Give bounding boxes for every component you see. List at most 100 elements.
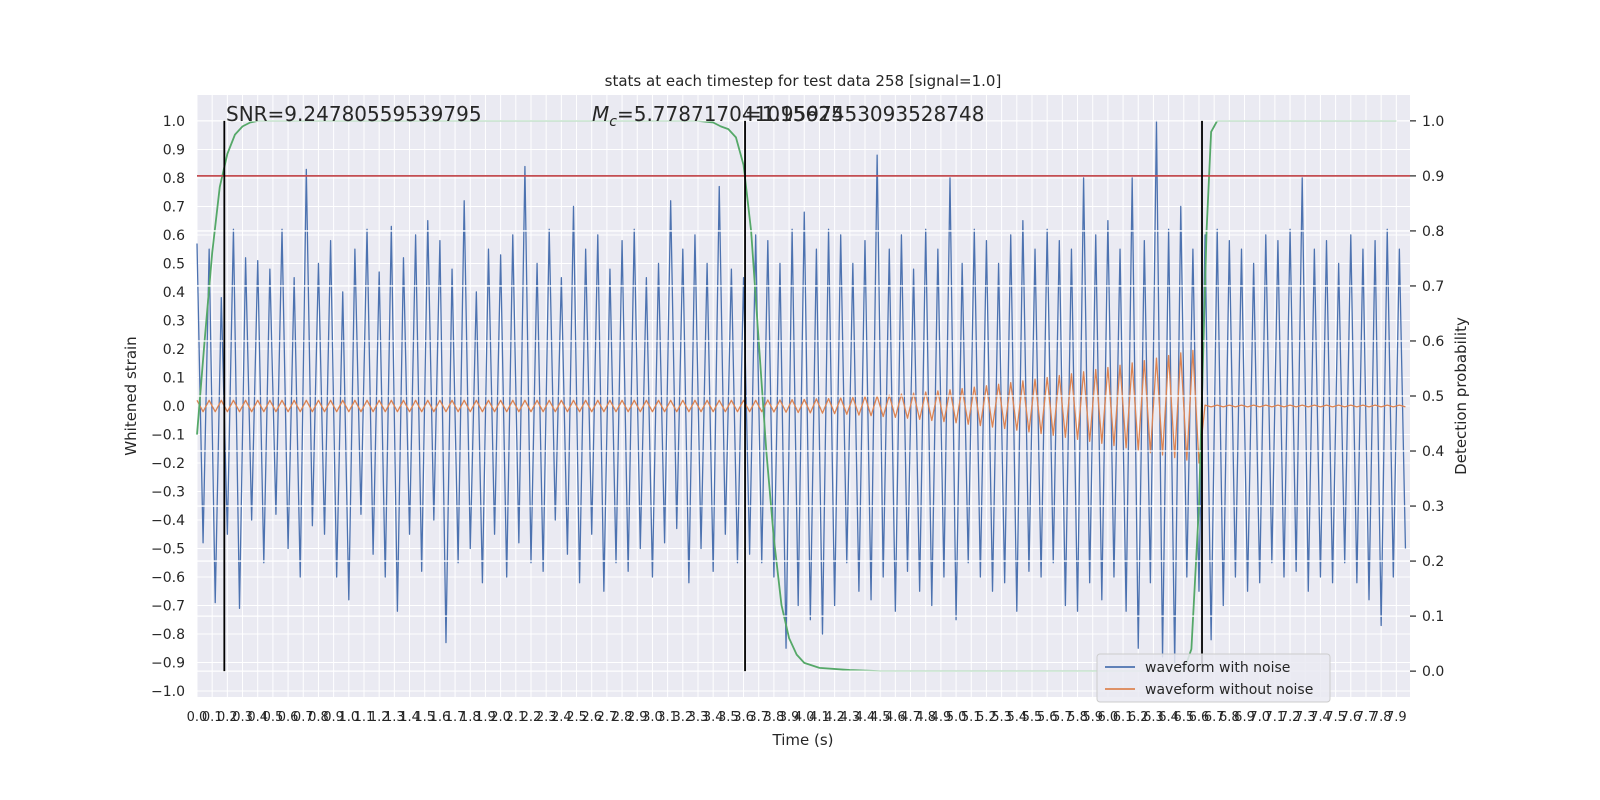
x-tick-label: 7.0: [1249, 710, 1270, 725]
y2-tick-label: 0.7: [1422, 279, 1444, 295]
x-tick-label: 5.0: [946, 710, 967, 725]
x-tick-label: 4.8: [915, 710, 936, 725]
y2-tick-label: 0.0: [1422, 664, 1444, 680]
x-tick-label: 5.6: [1037, 710, 1058, 725]
x-tick-label: 0.8: [308, 710, 329, 725]
x-tick-label: 7.5: [1325, 710, 1346, 725]
y-tick-label: 0.4: [163, 285, 185, 301]
x-tick-label: 5.3: [991, 710, 1012, 725]
x-tick-label: 1.3: [384, 710, 405, 725]
x-tick-label: 4.0: [794, 710, 815, 725]
y-tick-label: 1.0: [163, 114, 185, 130]
x-tick-label: 5.5: [1022, 710, 1043, 725]
x-tick-label: 1.7: [445, 710, 466, 725]
x-tick-label: 4.9: [931, 710, 952, 725]
x-tick-label: 7.4: [1310, 710, 1331, 725]
x-tick-label: 6.8: [1219, 710, 1240, 725]
x-tick-label: 6.7: [1204, 710, 1225, 725]
x-tick-label: 5.4: [1006, 710, 1027, 725]
y-tick-label: 0.3: [163, 313, 185, 329]
x-tick-label: 0.0: [187, 710, 208, 725]
x-tick-label: 6.4: [1158, 710, 1179, 725]
x-tick-label: 4.4: [855, 710, 876, 725]
x-tick-label: 4.3: [839, 710, 860, 725]
x-tick-label: 2.6: [581, 710, 602, 725]
mc-subscript: c: [609, 114, 617, 130]
x-tick-label: 5.9: [1082, 710, 1103, 725]
x-tick-label: 4.6: [885, 710, 906, 725]
x-tick-label: 2.2: [521, 710, 542, 725]
y-tick-label: −0.2: [151, 456, 185, 472]
x-tick-label: 5.2: [976, 710, 997, 725]
legend: waveform with noise waveform without nois…: [1096, 653, 1331, 703]
x-tick-label: 0.9: [323, 710, 344, 725]
y-tick-label: −1.0: [151, 684, 185, 700]
x-tick-label: 7.7: [1356, 710, 1377, 725]
legend-label: waveform with noise: [1145, 660, 1290, 676]
x-tick-label: 7.8: [1371, 710, 1392, 725]
x-tick-label: 2.5: [566, 710, 587, 725]
x-tick-label: 6.5: [1173, 710, 1194, 725]
x-tick-label: 2.8: [612, 710, 633, 725]
x-tick-label: 5.8: [1067, 710, 1088, 725]
x-axis-label: Time (s): [772, 731, 834, 749]
x-tick-label: 6.9: [1234, 710, 1255, 725]
y2-tick-label: 0.2: [1422, 554, 1444, 570]
y2-tick-label: 0.4: [1422, 444, 1444, 460]
y-tick-label: −0.6: [151, 570, 185, 586]
x-tick-label: 7.6: [1340, 710, 1361, 725]
x-tick-label: 0.6: [278, 710, 299, 725]
x-tick-label: 3.9: [779, 710, 800, 725]
y2-tick-label: 0.6: [1422, 334, 1444, 350]
plot-layer: 0.00.10.20.30.40.50.60.70.80.91.01.11.21…: [151, 95, 1444, 725]
x-tick-label: 2.4: [551, 710, 572, 725]
legend-box: [1096, 653, 1331, 703]
x-tick-label: 0.3: [232, 710, 253, 725]
legend-label: waveform without noise: [1145, 682, 1313, 698]
x-tick-label: 3.8: [764, 710, 785, 725]
y-tick-label: −0.3: [151, 484, 185, 500]
x-tick-label: 1.0: [338, 710, 359, 725]
x-tick-label: 3.7: [748, 710, 769, 725]
x-tick-label: 2.1: [505, 710, 526, 725]
x-tick-label: 7.2: [1280, 710, 1301, 725]
x-tick-label: 0.1: [202, 710, 223, 725]
y-tick-label: −0.7: [151, 599, 185, 615]
x-tick-label: 5.7: [1052, 710, 1073, 725]
x-tick-label: 5.1: [961, 710, 982, 725]
mc-annotation: Mc=5.778717041015625: [592, 102, 844, 130]
y-tick-label: 0.0: [163, 399, 185, 415]
x-tick-label: 4.5: [870, 710, 891, 725]
x-tick-label: 7.1: [1265, 710, 1286, 725]
y-tick-label: 0.8: [163, 171, 185, 187]
y2-tick-label: 0.8: [1422, 224, 1444, 240]
y-tick-label: 0.1: [163, 370, 185, 386]
x-tick-label: 3.6: [733, 710, 754, 725]
mc-value: =5.778717041015625: [617, 102, 844, 126]
y-tick-label: −0.5: [151, 541, 185, 557]
y-tick-label: −0.9: [151, 656, 185, 672]
x-tick-label: 6.6: [1189, 710, 1210, 725]
x-tick-label: 2.7: [597, 710, 618, 725]
x-tick-label: 2.9: [627, 710, 648, 725]
x-tick-label: 3.2: [672, 710, 693, 725]
x-tick-label: 7.3: [1295, 710, 1316, 725]
y2-tick-label: 0.5: [1422, 389, 1444, 405]
mc-symbol: M: [592, 102, 609, 126]
x-tick-label: 1.8: [460, 710, 481, 725]
y2-tick-label: 0.1: [1422, 609, 1444, 625]
x-tick-label: 6.1: [1113, 710, 1134, 725]
y2-tick-label: 0.9: [1422, 169, 1444, 185]
x-tick-label: 1.5: [414, 710, 435, 725]
y-tick-label: 0.6: [163, 228, 185, 244]
x-tick-label: 3.1: [657, 710, 678, 725]
y-tick-label: 0.7: [163, 199, 185, 215]
x-tick-label: 0.4: [247, 710, 268, 725]
x-tick-label: 4.1: [809, 710, 830, 725]
x-tick-label: 3.4: [703, 710, 724, 725]
second-annotation: =1.9597453093528748: [745, 102, 984, 126]
chart-title: stats at each timestep for test data 258…: [605, 72, 1002, 90]
x-tick-label: 0.5: [263, 710, 284, 725]
x-tick-label: 6.0: [1098, 710, 1119, 725]
